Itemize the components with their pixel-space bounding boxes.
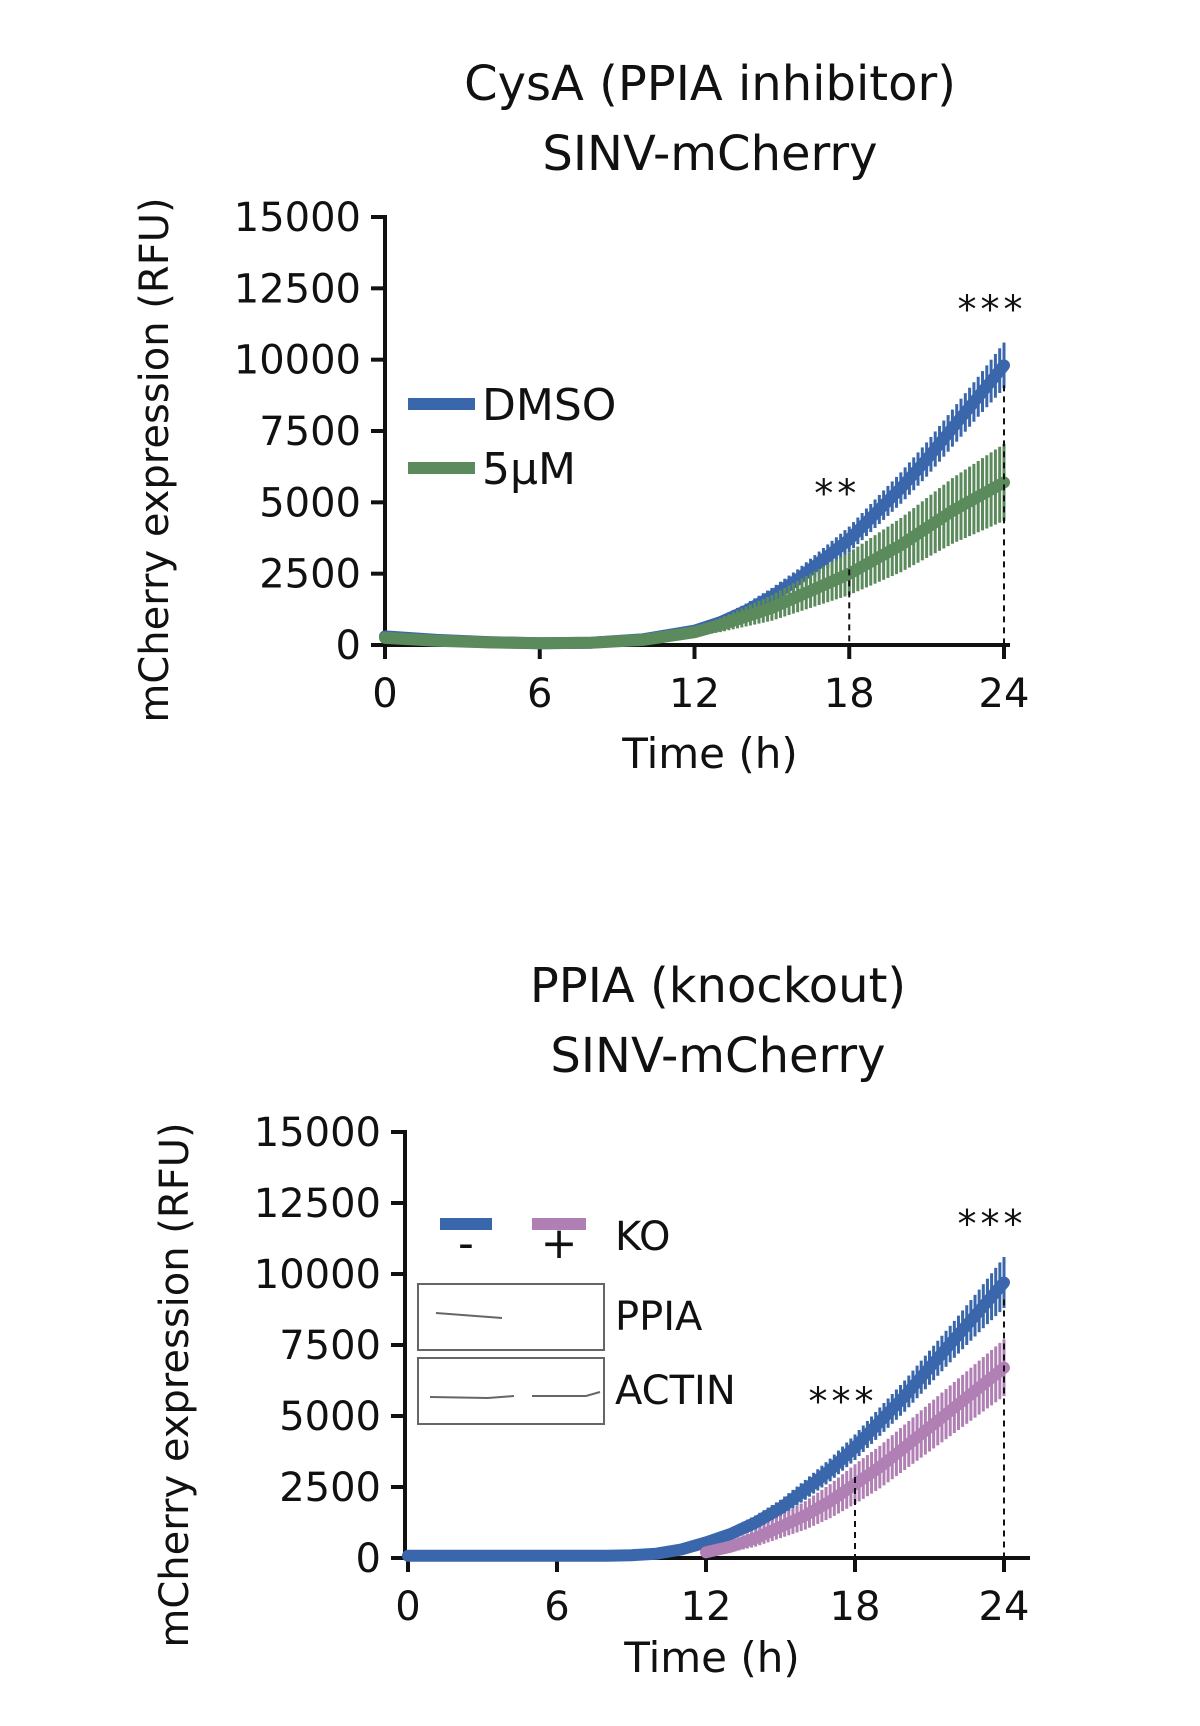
x-axis-label: Time (h) — [621, 729, 798, 778]
blot-actin-band-wt — [429, 1395, 515, 1400]
x-tick-label: 12 — [681, 1584, 732, 1630]
series-1 — [700, 1339, 1010, 1559]
y-tick-label: 0 — [336, 623, 361, 669]
series-line — [402, 1276, 1010, 1562]
blot-label-ppia: PPIA — [615, 1294, 703, 1340]
legend-label-minus: - — [458, 1218, 474, 1269]
significance-marker: *** — [958, 1202, 1027, 1246]
legend-label-ko: KO — [615, 1214, 671, 1260]
chart-cysa: CysA (PPIA inhibitor) SINV-mCherry mCher… — [132, 56, 1029, 778]
series-layer — [402, 1256, 1010, 1562]
significance-marker: *** — [809, 1379, 878, 1423]
legend-label-5um: 5μM — [482, 444, 576, 495]
legend-label-dmso: DMSO — [482, 380, 616, 431]
y-ticks: 0 2500 5000 7500 10000 12500 15000 — [254, 1110, 405, 1582]
blot-label-actin: ACTIN — [615, 1368, 736, 1414]
blot-ppia-band — [435, 1312, 503, 1319]
x-tick-label: 18 — [824, 671, 875, 717]
y-tick-label: 5000 — [279, 1394, 381, 1440]
chart-subtitle: SINV-mCherry — [542, 126, 877, 182]
y-tick-label: 15000 — [234, 195, 361, 241]
y-tick-label: 12500 — [254, 1181, 381, 1227]
x-tick-label: 6 — [544, 1584, 569, 1630]
x-tick-label: 18 — [830, 1584, 881, 1630]
x-axis-label: Time (h) — [623, 1633, 800, 1682]
y-tick-label: 7500 — [259, 409, 361, 455]
legend: DMSO 5μM — [408, 380, 616, 495]
series-0 — [379, 342, 1010, 650]
chart-ppia-ko: PPIA (knockout) SINV-mCherry mCherry exp… — [152, 958, 1030, 1682]
blot-actin-panel — [417, 1357, 605, 1425]
x-tick-label: 6 — [527, 671, 552, 717]
legend: - + KO PPIA ACTIN — [417, 1214, 736, 1425]
x-ticks: 0 6 12 18 24 — [372, 645, 1029, 717]
series-0 — [402, 1256, 1010, 1562]
y-tick-label: 2500 — [259, 552, 361, 598]
y-ticks: 0 2500 5000 7500 10000 12500 15000 — [234, 195, 385, 669]
series-line — [379, 359, 1010, 650]
y-tick-label: 2500 — [279, 1465, 381, 1511]
series-line — [700, 1361, 1010, 1559]
chart-title: CysA (PPIA inhibitor) — [464, 56, 956, 112]
y-tick-label: 10000 — [234, 338, 361, 384]
y-tick-label: 15000 — [254, 1110, 381, 1156]
series-1 — [379, 443, 1010, 650]
x-tick-label: 0 — [395, 1584, 420, 1630]
x-ticks: 0 6 12 18 24 — [395, 1558, 1029, 1630]
y-tick-label: 10000 — [254, 1252, 381, 1298]
y-tick-label: 7500 — [279, 1323, 381, 1369]
legend-label-plus: + — [541, 1218, 578, 1269]
annotations: *** *** — [809, 1202, 1027, 1558]
chart-title: PPIA (knockout) — [530, 958, 906, 1014]
y-tick-label: 0 — [356, 1536, 381, 1582]
axes — [403, 1130, 1030, 1560]
series-layer — [379, 342, 1010, 650]
chart-subtitle: SINV-mCherry — [550, 1028, 885, 1084]
significance-marker: *** — [958, 288, 1027, 332]
blot-ppia-panel — [417, 1283, 605, 1351]
x-tick-label: 0 — [372, 671, 397, 717]
axes — [383, 215, 1010, 647]
y-tick-label: 12500 — [234, 266, 361, 312]
x-tick-label: 12 — [669, 671, 720, 717]
annotations: ***** — [814, 288, 1027, 645]
y-tick-label: 5000 — [259, 480, 361, 526]
series-line — [379, 476, 1010, 650]
blot-actin-band-ko — [532, 1391, 601, 1397]
x-tick-label: 24 — [979, 1584, 1030, 1630]
y-axis-label: mCherry expression (RFU) — [132, 197, 178, 722]
x-tick-label: 24 — [979, 671, 1030, 717]
significance-marker: ** — [814, 472, 860, 516]
y-axis-label: mCherry expression (RFU) — [152, 1122, 198, 1647]
